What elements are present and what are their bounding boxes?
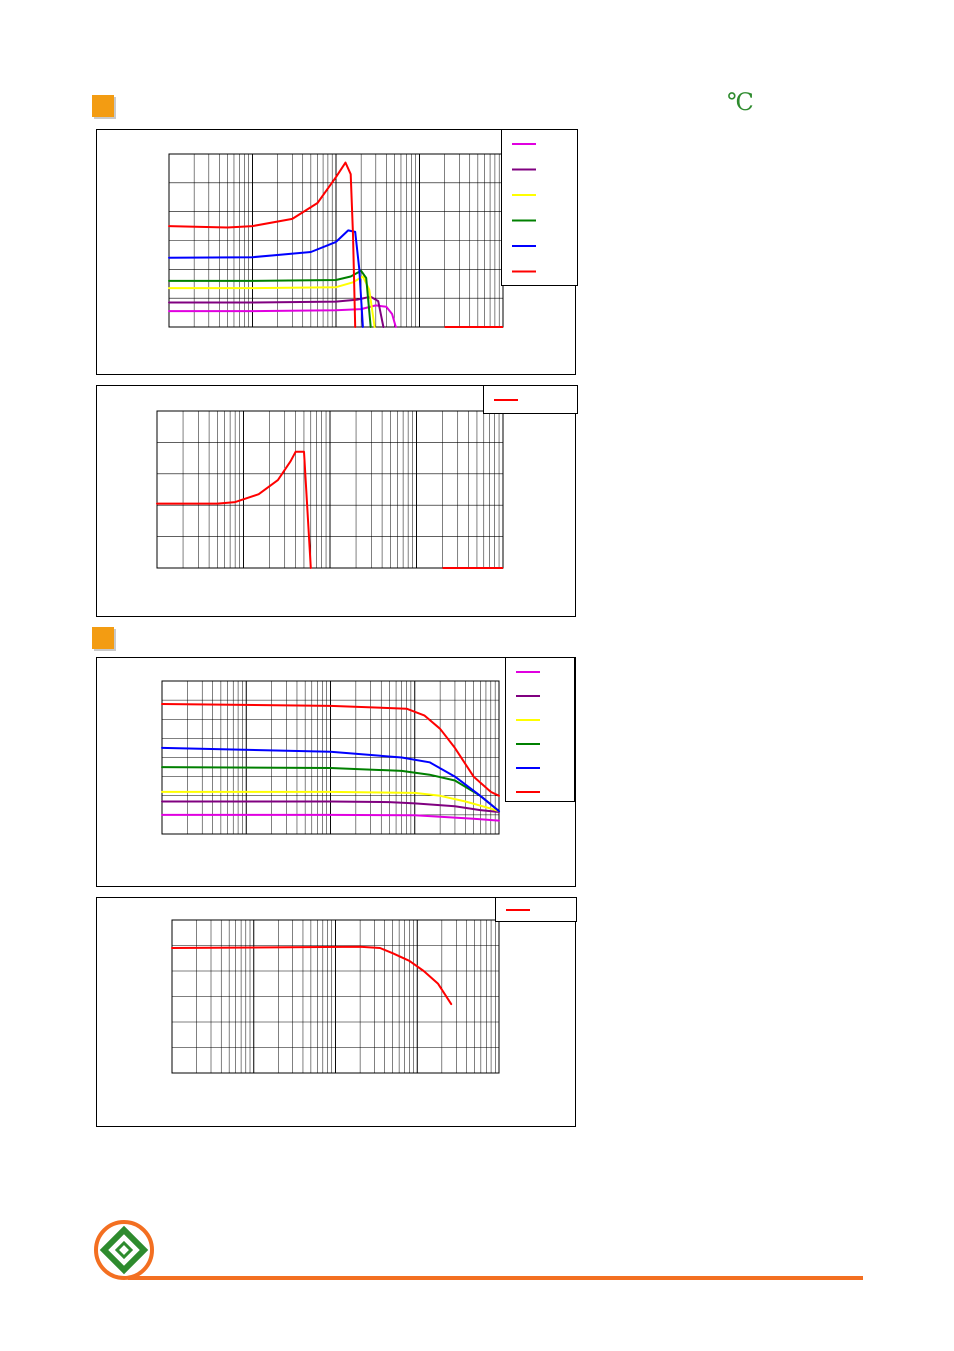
unit-symbol: ℃: [727, 88, 754, 116]
company-logo: [94, 1220, 154, 1280]
chart-1-panel: [96, 129, 578, 375]
plot-frame: [171, 919, 500, 1074]
footer-line: [128, 1276, 863, 1280]
series-line-6: [168, 161, 357, 328]
series-line-1: [161, 813, 500, 822]
series-line-4: [168, 269, 372, 328]
series-line-5: [168, 229, 364, 328]
series-line-5: [161, 746, 500, 813]
chart-2-plot: [156, 410, 504, 569]
series-line-6: [161, 703, 500, 797]
plot-frame: [156, 410, 504, 569]
series-line-3: [168, 275, 376, 328]
series-line-1: [171, 945, 453, 1006]
series-line-2: [168, 295, 385, 328]
chart-2-panel: [96, 385, 578, 617]
plot-frame: [161, 680, 500, 835]
chart-4-legend: [495, 897, 577, 922]
chart-3-panel: [96, 657, 576, 887]
chart-4-panel: [96, 897, 577, 1127]
chart-4-plot: [171, 919, 500, 1074]
chart-3-legend: [505, 657, 575, 802]
chart-1-plot: [168, 153, 504, 328]
chart-1-legend: [501, 129, 578, 286]
section-2-marker: [92, 627, 114, 649]
series-line-1: [156, 450, 312, 569]
chart-2-legend: [483, 385, 578, 414]
chart-3-plot: [161, 680, 500, 835]
series-line-2: [161, 800, 500, 813]
series-line-3: [161, 790, 500, 813]
section-1-marker: [92, 95, 114, 117]
